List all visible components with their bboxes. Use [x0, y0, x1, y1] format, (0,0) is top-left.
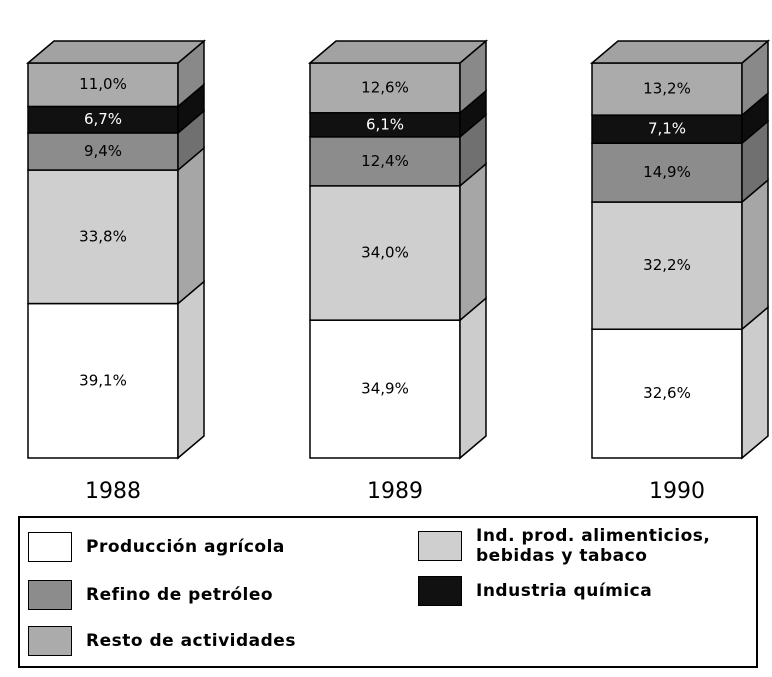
- bar-side: [459, 296, 487, 460]
- value-label: 7,1%: [648, 120, 686, 138]
- value-label: 13,2%: [643, 80, 691, 98]
- bar-top: [307, 40, 489, 64]
- value-label: 14,9%: [643, 163, 691, 181]
- value-label: 12,4%: [361, 152, 409, 170]
- bar-segment: [591, 62, 743, 116]
- bar-segment: [591, 201, 743, 330]
- bar-segment: [27, 169, 179, 305]
- value-label: 33,8%: [79, 227, 127, 245]
- bar-side: [741, 305, 769, 460]
- bar-segment: [309, 62, 461, 114]
- legend-item: Industria química: [418, 576, 756, 606]
- x-tick-label: 1989: [367, 479, 423, 504]
- legend-swatch: [418, 576, 462, 606]
- legend: Producción agrícola Ind. prod. alimentici…: [18, 516, 758, 668]
- value-label: 9,4%: [84, 142, 122, 160]
- bar-segment: [591, 114, 743, 144]
- bar-top: [589, 40, 771, 64]
- legend-swatch: [28, 626, 72, 656]
- bar-segment: [309, 319, 461, 459]
- legend-label: Refino de petróleo: [86, 585, 274, 605]
- bar-side: [177, 146, 205, 306]
- bar-side: [741, 178, 769, 331]
- legend-item: Refino de petróleo: [28, 580, 366, 610]
- value-label: 11,0%: [79, 75, 127, 93]
- value-label: 6,7%: [84, 110, 122, 128]
- legend-item: Resto de actividades: [28, 626, 366, 656]
- value-label: 32,2%: [643, 256, 691, 274]
- legend-item: Ind. prod. alimenticios, bebidas y tabac…: [418, 526, 756, 566]
- legend-label: Resto de actividades: [86, 631, 296, 651]
- chart: 39,1% 33,8% 9,4% 6,7% 11,0% 1988 34,9% 34,0% 12,…: [25, 39, 771, 504]
- bar-segment: [309, 185, 461, 321]
- bar-segment: [27, 105, 179, 134]
- legend-item: Producción agrícola: [28, 532, 366, 562]
- bar-top: [25, 40, 207, 64]
- value-label: 39,1%: [79, 371, 127, 389]
- legend-swatch: [418, 531, 462, 561]
- x-tick-label: 1988: [85, 479, 141, 504]
- legend-swatch: [28, 580, 72, 610]
- value-label: 32,6%: [643, 384, 691, 402]
- x-tick-label: 1990: [649, 479, 705, 504]
- bar-side: [177, 279, 205, 460]
- bar-segment: [309, 136, 461, 187]
- legend-label: Industria química: [476, 581, 653, 601]
- bar-segment: [27, 302, 179, 459]
- value-label: 34,9%: [361, 380, 409, 398]
- legend-swatch: [28, 532, 72, 562]
- bar-side: [459, 162, 487, 322]
- legend-label: Producción agrícola: [86, 537, 285, 557]
- value-label: 12,6%: [361, 78, 409, 96]
- legend-label: Ind. prod. alimenticios, bebidas y tabac…: [476, 526, 711, 566]
- value-label: 6,1%: [366, 115, 404, 133]
- value-label: 34,0%: [361, 243, 409, 261]
